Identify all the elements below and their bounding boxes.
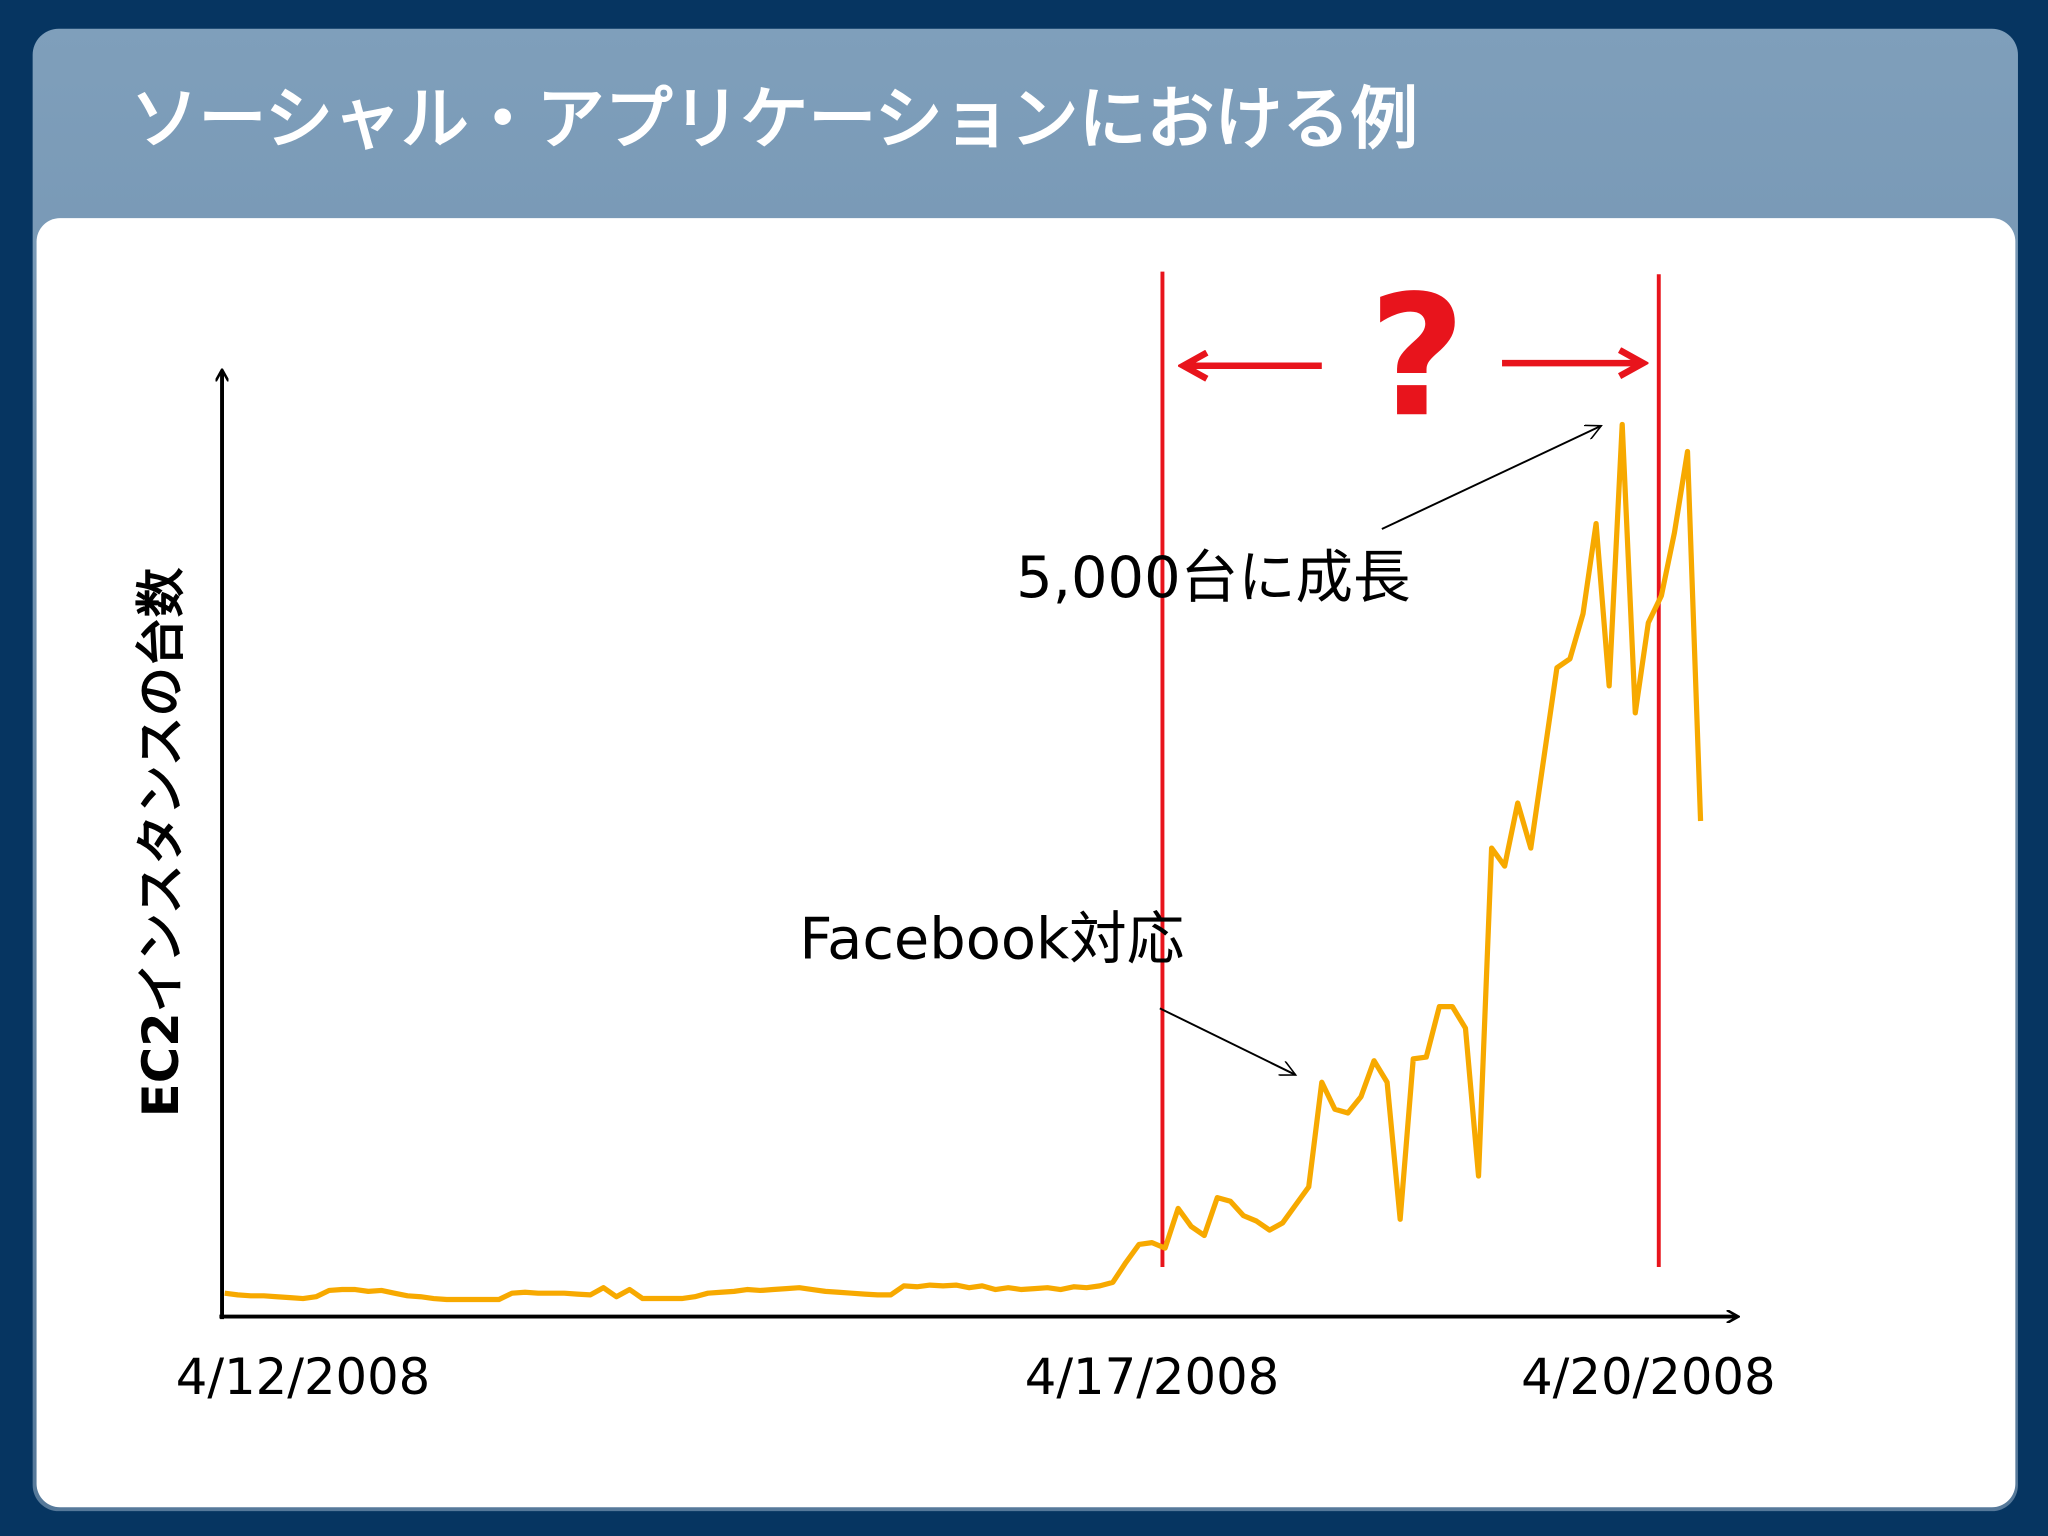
annotation-arrow [1381, 426, 1601, 530]
content-panel [36, 218, 2016, 1508]
x-tick-label: 4/12/2008 [176, 1348, 430, 1406]
question-mark: ? [1369, 260, 1466, 454]
y-axis-label: EC2インスタンスの台数 [132, 567, 190, 1117]
annotation-arrow [1159, 1007, 1296, 1075]
x-tick-label: 4/17/2008 [1025, 1348, 1279, 1406]
slide-title: ソーシャル・アプリケーションにおける例 [131, 81, 1419, 160]
line-series [224, 421, 1704, 1303]
annotation: Facebook対応 [799, 906, 1184, 973]
x-tick-label: 4/20/2008 [1521, 1348, 1775, 1406]
annotation: 5,000台に成長 [1016, 544, 1410, 611]
